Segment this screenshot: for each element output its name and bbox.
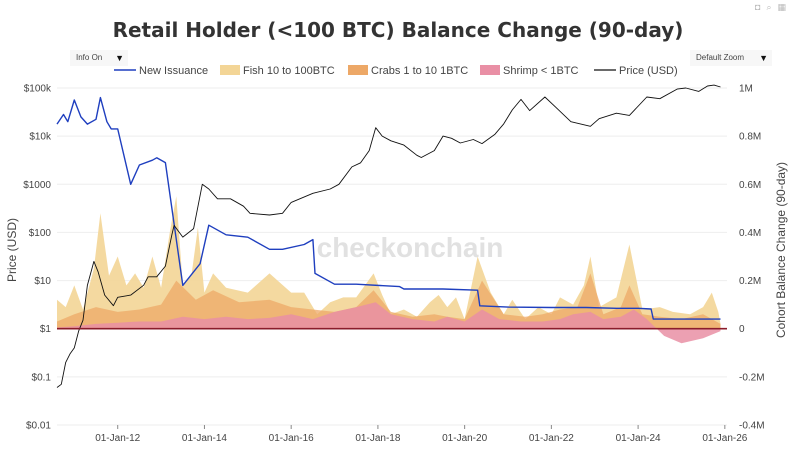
x-tick-label: 01-Jan-12 [95,433,140,444]
search-icon[interactable]: ⌕ [766,2,778,12]
chart-title: Retail Holder (<100 BTC) Balance Change … [113,18,684,42]
legend-fish[interactable]: Fish 10 to 100BTC [243,65,335,77]
x-tick-label: 01-Jan-26 [702,433,747,444]
y-left-tick-label: $100k [24,84,52,95]
balance-change-areas [57,196,721,344]
grid-icon[interactable]: ▦ [777,2,792,12]
y-axis-left-label: Price (USD) [5,218,19,282]
y-right-tick-label: 0.2M [739,276,761,287]
area-crabs [57,273,721,329]
x-tick-label: 01-Jan-20 [442,433,487,444]
info-toggle-label: Info On [76,53,103,62]
y-right-tick-label: 0 [739,324,745,335]
x-tick-label: 01-Jan-24 [616,433,661,444]
chevron-down-icon: ▼ [759,53,768,63]
y-right-tick-label: 1M [739,84,753,95]
legend-swatch-fish [220,65,240,75]
legend-swatch-shrimp [480,65,500,75]
watermark: checkonchain [317,232,504,263]
y-left-tick-label: $0.1 [32,372,52,383]
axes: $100k $10k $1000 $100 $10 $1 $0.1 $0.01 1M 0.8M 0.… [23,84,764,445]
legend-shrimp[interactable]: Shrimp < 1BTC [503,65,579,77]
legend-swatch-crabs [348,65,368,75]
y-right-tick-label: 0.8M [739,132,761,143]
y-right-tick-label: 0.4M [739,228,761,239]
y-left-tick-label: $1000 [23,180,51,191]
y-right-tick-label: -0.2M [739,372,765,383]
y-left-tick-label: $10 [34,276,51,287]
line-new-issuance [56,96,721,320]
x-tick-label: 01-Jan-22 [529,433,574,444]
x-tick-label: 01-Jan-16 [269,433,314,444]
legend-new-issuance[interactable]: New Issuance [139,65,208,77]
y-axis-right-label: Cohort Balance Change (90-day) [774,162,788,338]
y-left-tick-label: $100 [29,228,52,239]
legend-price[interactable]: Price (USD) [619,65,678,77]
chevron-down-icon: ▼ [115,53,124,63]
y-left-tick-label: $0.01 [26,421,51,432]
y-right-tick-label: -0.4M [739,421,765,432]
legend-crabs[interactable]: Crabs 1 to 10 1BTC [371,65,468,77]
y-right-tick-label: 0.6M [739,180,761,191]
zoom-select[interactable]: Default Zoom ▼ [690,50,772,66]
y-left-tick-label: $1 [40,324,52,335]
y-left-tick-label: $10k [29,132,52,143]
zoom-select-label: Default Zoom [696,53,745,62]
x-tick-label: 01-Jan-14 [182,433,227,444]
camera-icon[interactable]: ◘ [755,2,767,12]
toolbar: ◘⌕▦ [755,2,792,13]
info-toggle[interactable]: Info On ▼ [70,50,128,66]
area-shrimp [57,302,721,344]
series-lines [56,84,721,388]
line-price [56,84,721,388]
legend: New Issuance Fish 10 to 100BTC Crabs 1 t… [114,65,678,77]
x-tick-label: 01-Jan-18 [355,433,400,444]
